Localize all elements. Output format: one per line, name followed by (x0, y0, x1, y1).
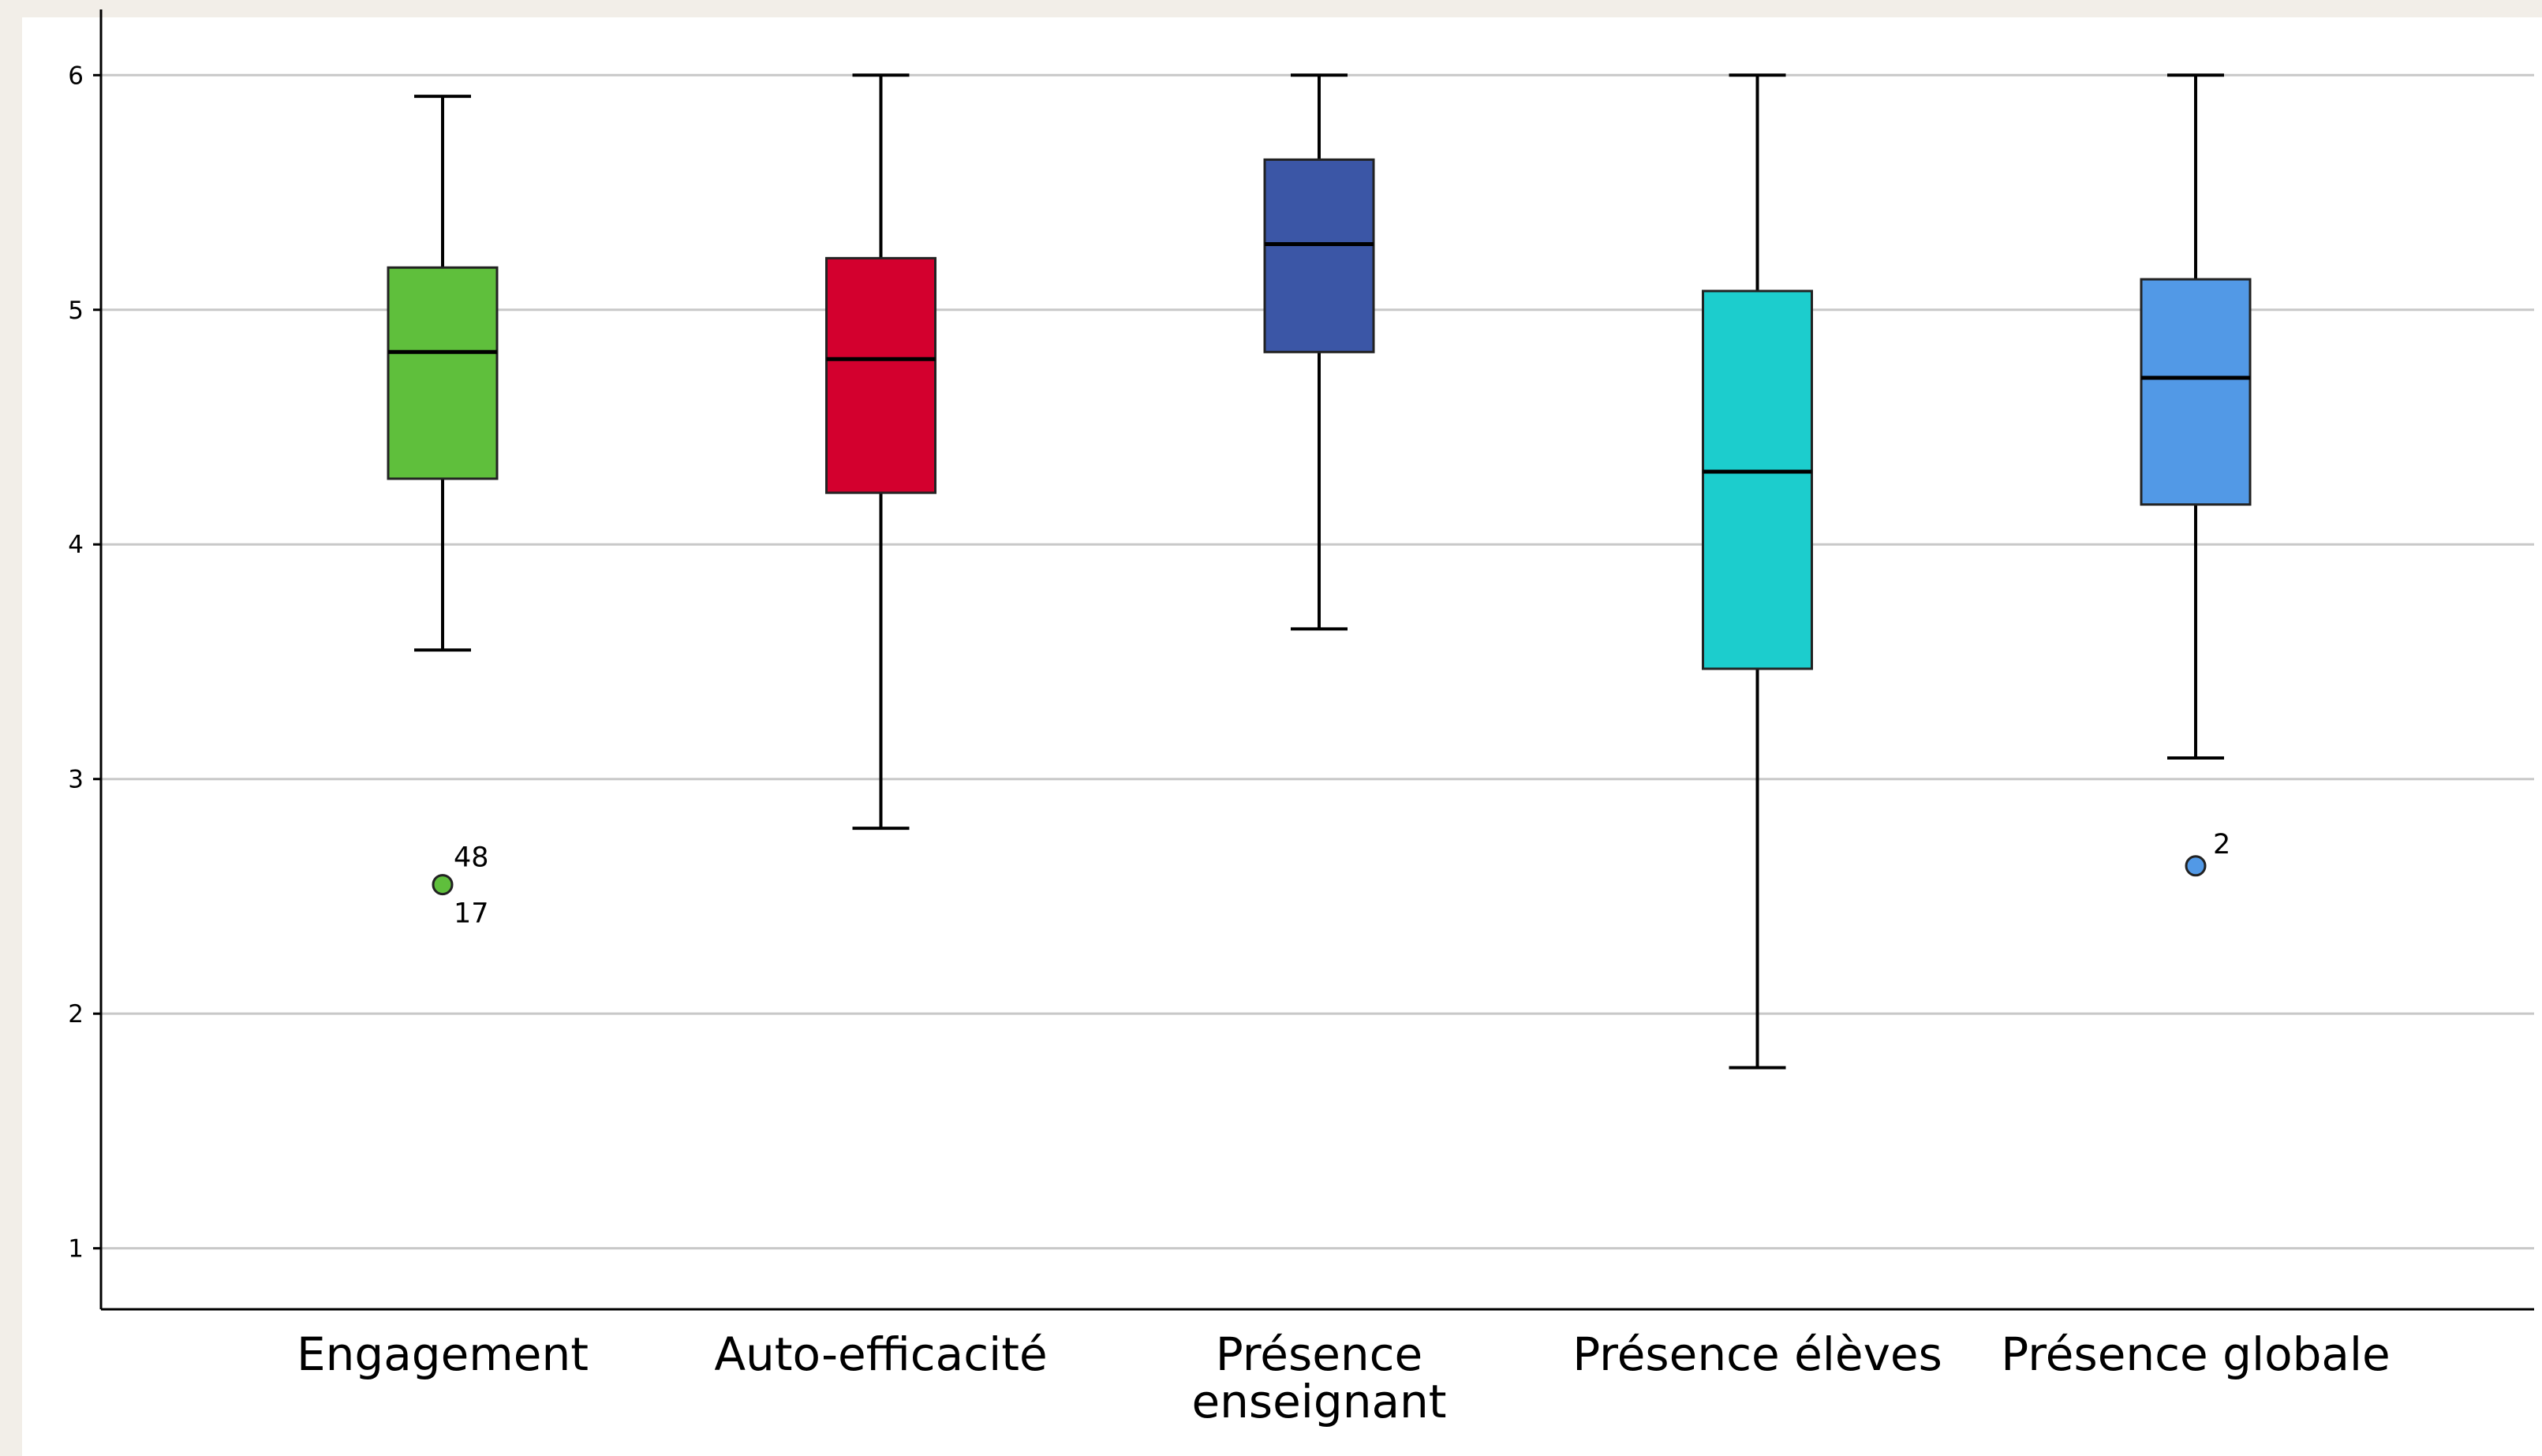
x-category-label: enseignant (1191, 1375, 1446, 1428)
x-category-label: Présence élèves (1572, 1327, 1942, 1381)
y-tick-label-5: 5 (68, 297, 84, 325)
y-tick-label-1: 1 (68, 1235, 84, 1264)
iqr-box (388, 267, 497, 479)
y-tick-label-3: 3 (68, 766, 84, 794)
x-category-label: Auto-efficacité (714, 1327, 1047, 1381)
y-tick-label-4: 4 (68, 531, 84, 559)
outlier-label: 2 (2213, 829, 2230, 861)
outlier-point (433, 875, 452, 894)
x-category-label: Présence globale (2001, 1327, 2390, 1381)
iqr-box (1703, 291, 1812, 669)
iqr-box (2141, 279, 2250, 505)
outlier-label: 17 (454, 898, 489, 930)
x-category-label: Engagement (297, 1327, 589, 1381)
outlier-label: 48 (454, 842, 489, 874)
iqr-box (1265, 159, 1374, 352)
iqr-box (827, 258, 936, 492)
x-category-label: Présence (1216, 1327, 1422, 1381)
y-tick-label-2: 2 (68, 1000, 84, 1029)
outlier-point (2186, 857, 2205, 875)
y-tick-label-6: 6 (68, 62, 84, 90)
